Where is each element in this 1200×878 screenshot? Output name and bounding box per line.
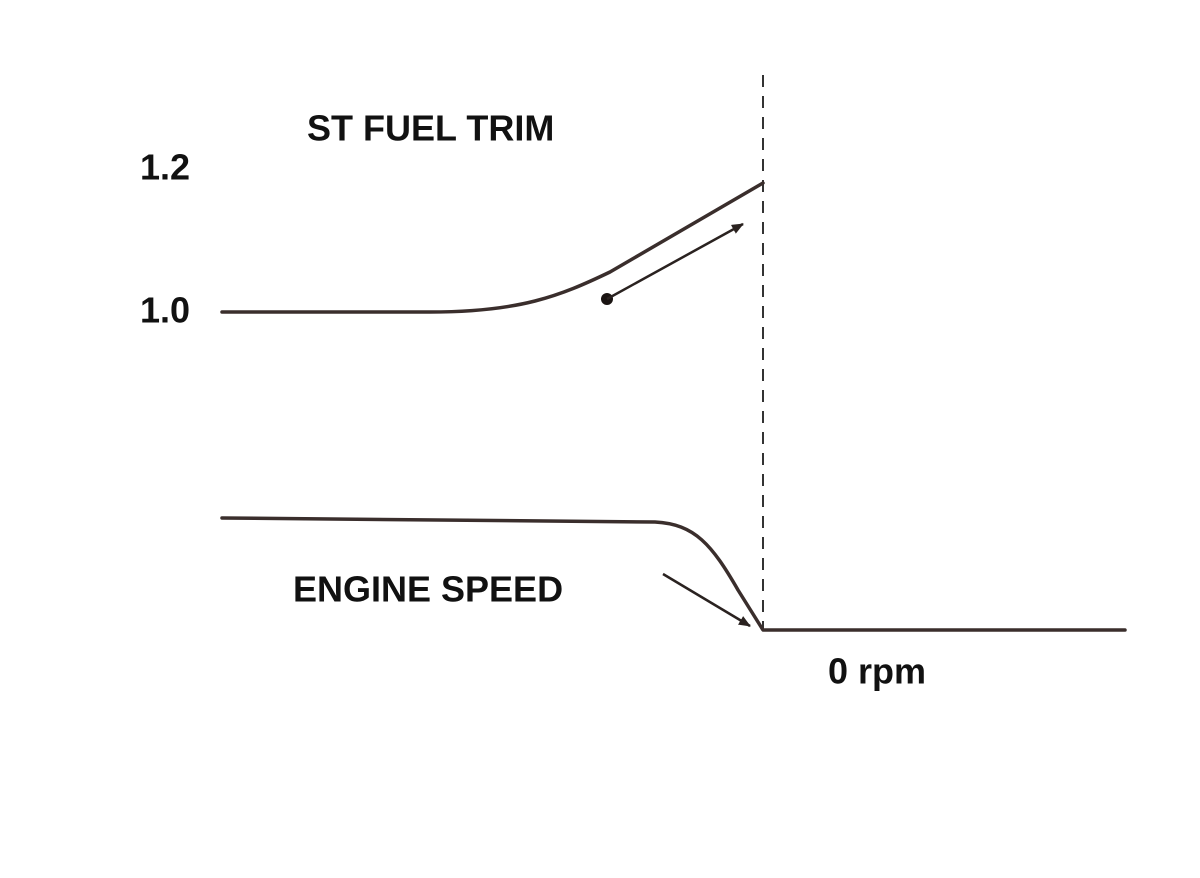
- fuel-trim-high: 1.2: [140, 147, 190, 188]
- fuel-trim-base: 1.0: [140, 290, 190, 331]
- rise-arrow: [606, 222, 744, 301]
- fuel-trim-curve: [220, 181, 765, 314]
- fuel-trim-title: ST FUEL TRIM: [307, 108, 554, 149]
- engine-speed-title: ENGINE SPEED: [293, 569, 563, 610]
- drop-arrow: [662, 572, 751, 628]
- engine-speed-curve: [220, 516, 1127, 632]
- engine-speed-zero: 0 rpm: [828, 651, 926, 692]
